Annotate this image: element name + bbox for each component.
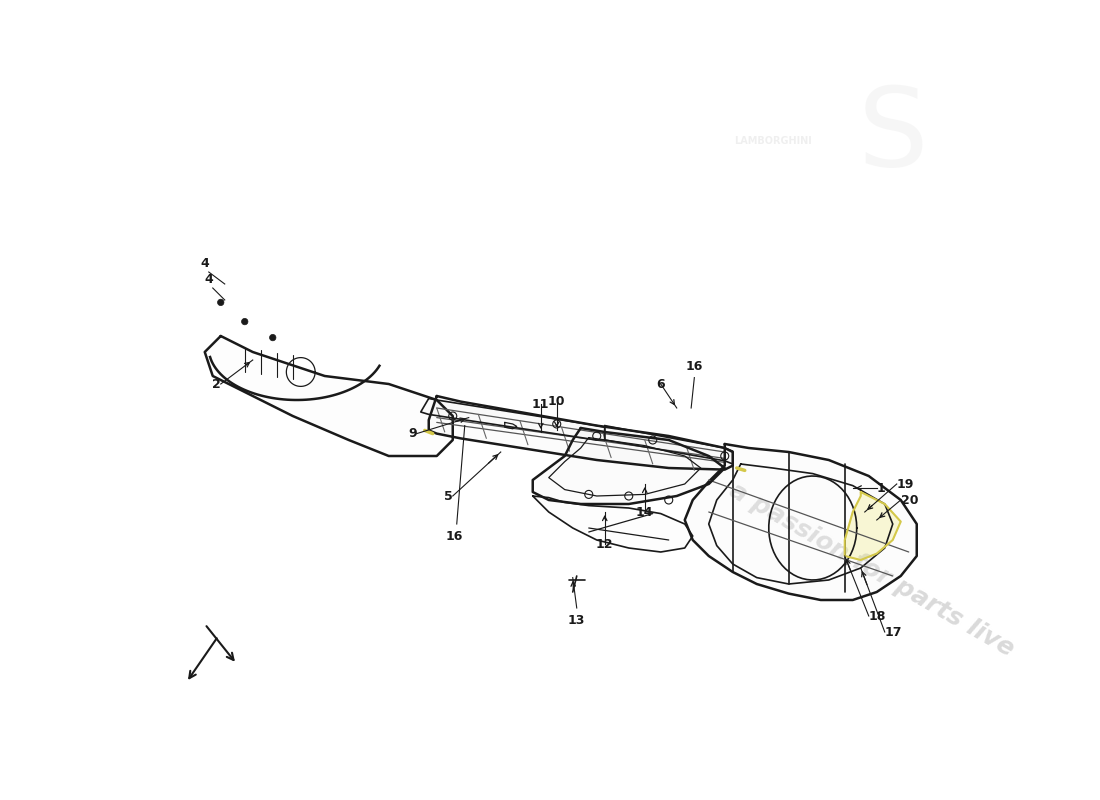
Polygon shape xyxy=(532,496,693,552)
Text: 20: 20 xyxy=(901,494,918,506)
Polygon shape xyxy=(532,428,725,504)
Circle shape xyxy=(242,318,248,325)
Text: 11: 11 xyxy=(532,398,550,410)
Text: 4: 4 xyxy=(205,273,213,286)
Polygon shape xyxy=(429,396,733,470)
Text: 10: 10 xyxy=(548,395,565,408)
Text: 5: 5 xyxy=(444,490,453,502)
Text: 12: 12 xyxy=(596,538,614,550)
Text: 18: 18 xyxy=(869,610,887,622)
Circle shape xyxy=(218,299,224,306)
Text: 16: 16 xyxy=(685,360,703,373)
Text: 13: 13 xyxy=(568,614,585,627)
Text: a passion for parts live: a passion for parts live xyxy=(725,478,1018,661)
Text: LAMBORGHINI: LAMBORGHINI xyxy=(734,136,812,146)
Text: 16: 16 xyxy=(446,530,463,542)
Text: 4: 4 xyxy=(200,257,209,270)
Text: 2: 2 xyxy=(212,378,221,390)
Text: 6: 6 xyxy=(657,378,665,390)
Text: 14: 14 xyxy=(636,506,653,518)
Text: 9: 9 xyxy=(408,427,417,440)
Text: S: S xyxy=(858,82,928,190)
Polygon shape xyxy=(684,444,916,600)
Polygon shape xyxy=(605,426,733,464)
Text: 1: 1 xyxy=(877,482,886,494)
Polygon shape xyxy=(845,492,901,560)
Polygon shape xyxy=(420,398,605,440)
Circle shape xyxy=(270,334,276,341)
Polygon shape xyxy=(205,336,453,456)
Text: 19: 19 xyxy=(896,478,914,490)
Text: 17: 17 xyxy=(884,626,902,638)
